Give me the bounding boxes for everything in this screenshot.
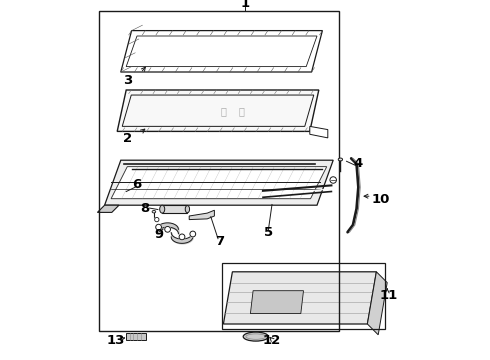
Text: 13: 13 bbox=[106, 334, 124, 347]
Polygon shape bbox=[126, 333, 146, 340]
Polygon shape bbox=[126, 36, 317, 67]
Text: 1: 1 bbox=[241, 0, 249, 10]
Text: 𝆑: 𝆑 bbox=[220, 106, 226, 116]
Text: 3: 3 bbox=[123, 75, 133, 87]
Bar bbox=[221, 263, 386, 329]
Polygon shape bbox=[117, 90, 319, 131]
Polygon shape bbox=[104, 160, 333, 205]
Text: 8: 8 bbox=[140, 202, 149, 215]
Ellipse shape bbox=[160, 205, 165, 213]
Text: 6: 6 bbox=[132, 178, 142, 191]
Polygon shape bbox=[223, 272, 376, 324]
Text: 2: 2 bbox=[123, 132, 133, 145]
Polygon shape bbox=[98, 205, 119, 212]
Text: 7: 7 bbox=[215, 235, 224, 248]
Bar bbox=[162, 205, 187, 213]
Ellipse shape bbox=[243, 332, 269, 341]
Bar bbox=[99, 11, 339, 331]
Ellipse shape bbox=[338, 158, 343, 161]
Circle shape bbox=[179, 234, 185, 240]
Ellipse shape bbox=[152, 210, 156, 213]
Polygon shape bbox=[121, 31, 322, 72]
Circle shape bbox=[155, 217, 159, 222]
Text: 12: 12 bbox=[263, 334, 281, 347]
Polygon shape bbox=[189, 210, 215, 220]
Polygon shape bbox=[310, 126, 328, 138]
Circle shape bbox=[156, 224, 162, 230]
Text: 5: 5 bbox=[264, 226, 273, 239]
Text: 4: 4 bbox=[354, 157, 363, 170]
Text: 9: 9 bbox=[154, 228, 163, 241]
Polygon shape bbox=[122, 95, 314, 126]
Text: 11: 11 bbox=[379, 289, 397, 302]
Circle shape bbox=[330, 177, 337, 183]
Polygon shape bbox=[250, 291, 303, 314]
Polygon shape bbox=[368, 272, 387, 335]
Text: 10: 10 bbox=[372, 193, 390, 206]
Polygon shape bbox=[111, 167, 327, 199]
Circle shape bbox=[165, 226, 171, 232]
Ellipse shape bbox=[185, 206, 190, 213]
Circle shape bbox=[190, 231, 196, 237]
Text: 𝆑: 𝆑 bbox=[239, 107, 245, 117]
